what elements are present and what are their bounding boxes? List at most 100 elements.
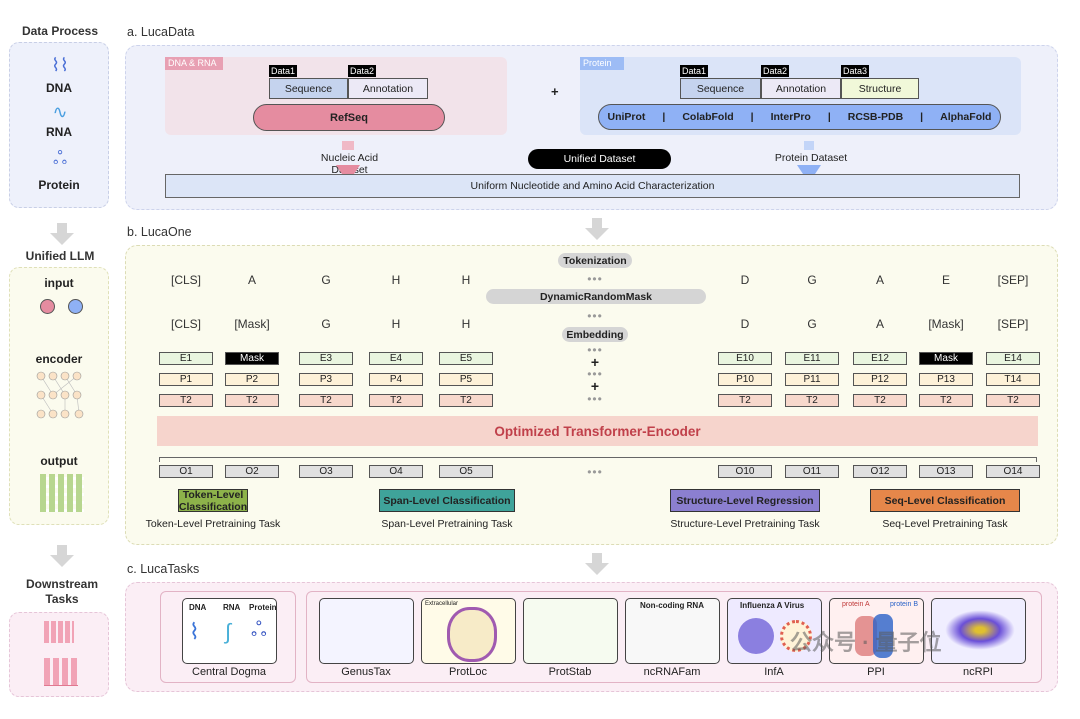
position-embedding: P11 [785,373,839,386]
protloc-title: Extracellular [425,601,459,607]
dynamic-random-mask-step: DynamicRandomMask [486,289,706,304]
rna-label: RNA [46,125,72,139]
unified-llm-title: Unified LLM [25,249,95,263]
mask-embedding: Mask [225,352,279,365]
ppi-label: PPI [867,666,885,678]
panel-c-title: c. LucaTasks [127,562,200,576]
dna-icon: ⌇⌇ [51,54,69,75]
position-embedding: P13 [919,373,973,386]
ellipsis: ••• [587,272,603,286]
input-token: G [321,273,331,287]
ellipsis: ••• [587,465,603,479]
protein-fold-icon: ஃ [251,619,267,641]
panel-a-title: a. LucaData [127,25,195,39]
output-grid-icon [40,474,84,512]
protstab-thumbnail[interactable] [523,598,618,664]
input-token: [SEP] [997,273,1029,287]
output-token: O5 [439,465,493,478]
token-embedding: E11 [785,352,839,365]
input-token: H [391,273,401,287]
unified-dataset-badge: Unified Dataset [528,149,671,169]
ppi-a-title: protein A [842,601,870,608]
token-embedding: E1 [159,352,213,365]
ellipsis: ••• [587,343,603,357]
masked-token: [Mask] [928,317,964,331]
position-embedding: P3 [299,373,353,386]
protein-label: Protein [249,603,277,612]
masked-token: [SEP] [997,317,1029,331]
divider: | [750,111,754,123]
divider: | [662,111,666,123]
masked-token: [Mask] [234,317,270,331]
downstream-title: Downstream Tasks [25,577,99,606]
ppi-b-title: protein B [890,601,919,608]
annotation-box: Annotation [348,78,428,99]
output-token: O3 [299,465,353,478]
bar-chart-icon [44,658,78,686]
dna-helix-icon: ⌇ [189,619,200,644]
ncrnafam-thumbnail[interactable] [625,598,720,664]
virus-icon [738,618,774,654]
type-embedding: T2 [369,394,423,407]
position-embedding: P5 [439,373,493,386]
protein-label: Protein [38,178,80,192]
type-embedding: T2 [159,394,213,407]
dna-label: DNA [46,81,72,95]
ellipsis: ••• [587,392,603,406]
nucleic-arrow-stem [342,141,354,150]
task-2-head: Structure-Level Regression [670,489,820,512]
plus-sign: + [551,84,559,99]
divider: | [920,111,924,123]
type-embedding: T2 [718,394,772,407]
output-token: O12 [853,465,907,478]
protein-tag: Protein [580,57,624,70]
output-token: O13 [919,465,973,478]
task-0-subtitle: Token-Level Pretraining Task [145,518,281,530]
neural-net-icon [36,371,84,419]
ellipsis: ••• [587,309,603,323]
data2-tag: Data2 [761,65,790,77]
dna-label: DNA [189,603,207,612]
infa-label: InfA [764,666,784,678]
type-embedding: T2 [986,394,1040,407]
ncrna-title: Non-coding RNA [640,601,704,610]
masked-token: G [321,317,331,331]
central-dogma-label: Central Dogma [192,666,266,678]
masked-token: [CLS] [170,317,201,331]
position-embedding: P12 [853,373,907,386]
protein-arrow-stem [804,141,814,150]
masked-token: D [740,317,750,331]
input-token: H [461,273,471,287]
task-2-subtitle: Structure-Level Pretraining Task [670,518,820,530]
tasks-group [306,591,1042,683]
task-3-head: Seq-Level Classification [870,489,1020,512]
data3-tag: Data3 [841,65,870,77]
rna-strand-icon: ∫ [225,619,232,644]
token-embedding: E10 [718,352,772,365]
central-dogma-group [160,591,296,683]
source-interpro: InterPro [770,111,811,123]
masked-token: G [807,317,817,331]
ncrpi-label: ncRPI [963,666,993,678]
task-3-subtitle: Seq-Level Pretraining Task [882,518,1008,530]
source-uniprot: UniProt [607,111,646,123]
nucleic-input-dot [40,299,55,314]
central-dogma-thumbnail[interactable]: DNA RNA Protein ⌇ ∫ ஃ [182,598,277,664]
plus-sign: + [590,378,600,394]
plus-sign: + [590,354,600,370]
type-embedding: T2 [785,394,839,407]
token-embedding: E4 [369,352,423,365]
protein-icon: ஃ [52,147,68,168]
ellipsis: ••• [587,367,603,381]
encoder-label: encoder [35,352,83,366]
input-token: E [941,273,950,287]
position-embedding: P2 [225,373,279,386]
genustax-thumbnail[interactable] [319,598,414,664]
token-embedding: E12 [853,352,907,365]
output-token: O1 [159,465,213,478]
refseq-source: RefSeq [253,104,445,131]
protein-dataset-label: Protein Dataset [774,152,848,164]
output-token: O4 [369,465,423,478]
position-embedding: P1 [159,373,213,386]
down-arrow-icon [50,545,74,567]
